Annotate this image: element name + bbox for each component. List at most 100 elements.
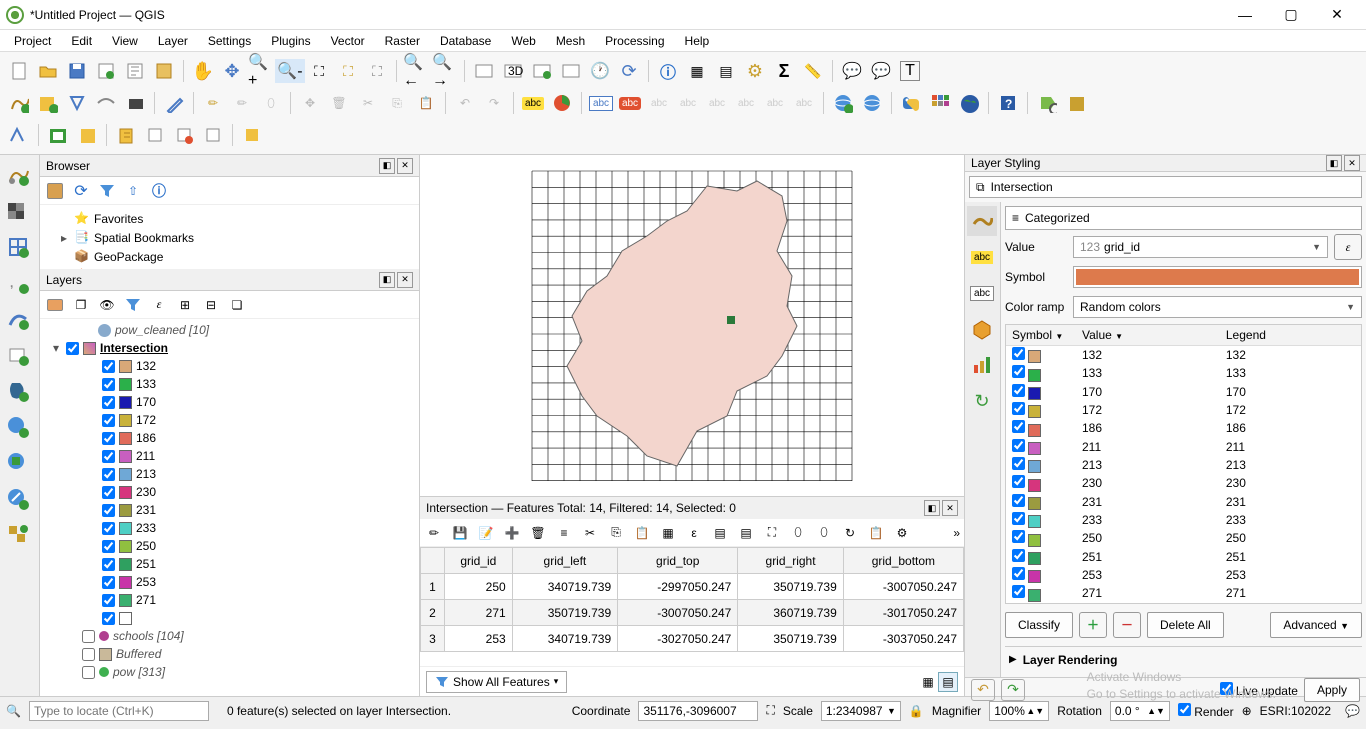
attr-tool-7[interactable]: ⎘ — [606, 523, 626, 543]
maximize-button[interactable]: ▢ — [1268, 0, 1314, 30]
browser-item-geopackage[interactable]: 📦GeoPackage — [46, 247, 413, 266]
layer-category-233[interactable]: 233 — [42, 519, 417, 537]
color-ramp-select[interactable]: Random colors — [1073, 296, 1362, 318]
attribute-table[interactable]: grid_idgrid_leftgrid_topgrid_rightgrid_b… — [420, 547, 964, 666]
delete-all-button[interactable]: Delete All — [1147, 612, 1224, 638]
layer-category-230[interactable]: 230 — [42, 483, 417, 501]
3d-tab[interactable] — [967, 314, 997, 344]
layer-category-186[interactable]: 186 — [42, 429, 417, 447]
select-by-location-icon[interactable] — [239, 122, 265, 148]
category-row-213[interactable]: 213213 — [1006, 456, 1361, 474]
form-view-icon[interactable]: ▦ — [918, 672, 938, 692]
add-raster-icon[interactable] — [2, 195, 34, 227]
add-virtual-icon[interactable] — [2, 339, 34, 371]
styling-undock-button[interactable]: ◧ — [1326, 155, 1342, 171]
select-by-value-icon[interactable] — [74, 122, 100, 148]
layer-group-intersection[interactable]: ▾Intersection — [42, 339, 417, 357]
category-row-133[interactable]: 133133 — [1006, 364, 1361, 382]
layer-pow[interactable]: pow [313] — [42, 663, 417, 681]
paste-features-icon[interactable]: 📋 — [413, 90, 439, 116]
open-attr-table-icon[interactable]: ▦ — [684, 58, 710, 84]
attr-tool-14[interactable]: ⬯ — [788, 523, 808, 543]
add-wcs-icon[interactable] — [2, 447, 34, 479]
zoom-out-icon[interactable]: 🔍- — [277, 58, 303, 84]
cut-features-icon[interactable]: ✂ — [355, 90, 381, 116]
collapse-icon[interactable]: ⇧ — [122, 180, 144, 202]
statistics-icon[interactable]: Σ — [771, 58, 797, 84]
menu-help[interactable]: Help — [677, 32, 718, 50]
masks-tab[interactable]: abc — [967, 278, 997, 308]
plugin-earth-icon[interactable] — [956, 90, 982, 116]
add-wms-icon[interactable] — [2, 411, 34, 443]
new-bookmark-icon[interactable] — [529, 58, 555, 84]
attr-tool-5[interactable]: ≡ — [554, 523, 574, 543]
label-toolbar-3[interactable]: abc — [646, 90, 672, 116]
python-console-icon[interactable] — [898, 90, 924, 116]
add-wfs-icon[interactable] — [2, 483, 34, 515]
category-row-231[interactable]: 231231 — [1006, 493, 1361, 511]
new-3d-view-icon[interactable]: 3D — [500, 58, 526, 84]
categories-table[interactable]: Symbol ▼Value ▼Legend 132132 133133 1701… — [1005, 324, 1362, 604]
pan-icon[interactable]: ✋ — [190, 58, 216, 84]
label-toolbar-4[interactable]: abc — [675, 90, 701, 116]
labels-tab[interactable]: abc — [967, 242, 997, 272]
properties-icon[interactable]: ⓘ — [148, 180, 170, 202]
expand-all-icon[interactable]: ⊞ — [174, 294, 196, 316]
v-new-geopackage-icon[interactable] — [35, 90, 61, 116]
browser-tree[interactable]: ⭐Favorites▸📑Spatial Bookmarks📦GeoPackage… — [40, 205, 419, 269]
v-new-memory-icon[interactable] — [122, 90, 148, 116]
add-xyz-icon[interactable] — [2, 519, 34, 551]
coord-capture-icon[interactable] — [6, 122, 32, 148]
category-row-211[interactable]: 211211 — [1006, 438, 1361, 456]
text-annotation-icon[interactable]: T — [897, 58, 923, 84]
refresh-icon[interactable]: ⟳ — [70, 180, 92, 202]
layers-undock-button[interactable]: ◧ — [379, 272, 395, 288]
layer-buffered[interactable]: Buffered — [42, 645, 417, 663]
collapse-all-icon[interactable]: ⊟ — [200, 294, 222, 316]
select-by-expression-icon[interactable] — [113, 122, 139, 148]
attr-tool-1[interactable]: 💾 — [450, 523, 470, 543]
manage-visibility-icon[interactable]: 👁 — [96, 294, 118, 316]
category-row-250[interactable]: 250250 — [1006, 529, 1361, 547]
label-toolbar-7[interactable]: abc — [762, 90, 788, 116]
copy-features-icon[interactable]: ⎘ — [384, 90, 410, 116]
layer-category-250[interactable]: 250 — [42, 537, 417, 555]
menu-mesh[interactable]: Mesh — [548, 32, 593, 50]
history-tab[interactable]: ↻ — [967, 386, 997, 416]
symbol-swatch[interactable] — [1073, 266, 1362, 288]
zoom-last-icon[interactable]: 🔍← — [403, 58, 429, 84]
render-check[interactable]: Render — [1178, 703, 1234, 719]
new-project-icon[interactable] — [6, 58, 32, 84]
plugin-globe-2[interactable] — [859, 90, 885, 116]
attr-tool-3[interactable]: ➕ — [502, 523, 522, 543]
temporal-controller-icon[interactable]: 🕐 — [587, 58, 613, 84]
filter-legend-icon[interactable] — [122, 294, 144, 316]
value-field-select[interactable]: 123 grid_id — [1073, 236, 1328, 258]
category-row-186[interactable]: 186186 — [1006, 419, 1361, 437]
zoom-next-icon[interactable]: 🔍→ — [432, 58, 458, 84]
show-bookmarks-icon[interactable] — [558, 58, 584, 84]
layer-category-172[interactable]: 172 — [42, 411, 417, 429]
layers-close-button[interactable]: ✕ — [397, 272, 413, 288]
pan-to-selection-icon[interactable]: ✥ — [219, 58, 245, 84]
add-mesh-icon[interactable] — [2, 231, 34, 263]
menu-view[interactable]: View — [104, 32, 146, 50]
attr-tool-0[interactable]: ✏ — [424, 523, 444, 543]
category-row-132[interactable]: 132132 — [1006, 346, 1361, 365]
layer-category-132[interactable]: 132 — [42, 357, 417, 375]
filter-icon[interactable] — [96, 180, 118, 202]
attr-tool-18[interactable]: ⚙ — [892, 523, 912, 543]
layer-pow-cleaned[interactable]: pow_cleaned [10] — [42, 321, 417, 339]
v-new-virtual-icon[interactable] — [93, 90, 119, 116]
layers-tree[interactable]: pow_cleaned [10]▾Intersection13213317017… — [40, 319, 419, 696]
label-toolbar-5[interactable]: abc — [704, 90, 730, 116]
layer-category-other[interactable] — [42, 609, 417, 627]
label-toolbar-2[interactable]: abc — [617, 90, 643, 116]
add-postgis-icon[interactable] — [2, 375, 34, 407]
toggle-editing-icon[interactable] — [161, 90, 187, 116]
remove-layer-icon[interactable]: ❏ — [226, 294, 248, 316]
attr-tool-11[interactable]: ▤ — [710, 523, 730, 543]
menu-web[interactable]: Web — [503, 32, 543, 50]
undo-style-button[interactable]: ↶ — [971, 679, 995, 701]
expression-filter-icon[interactable]: ε — [148, 294, 170, 316]
